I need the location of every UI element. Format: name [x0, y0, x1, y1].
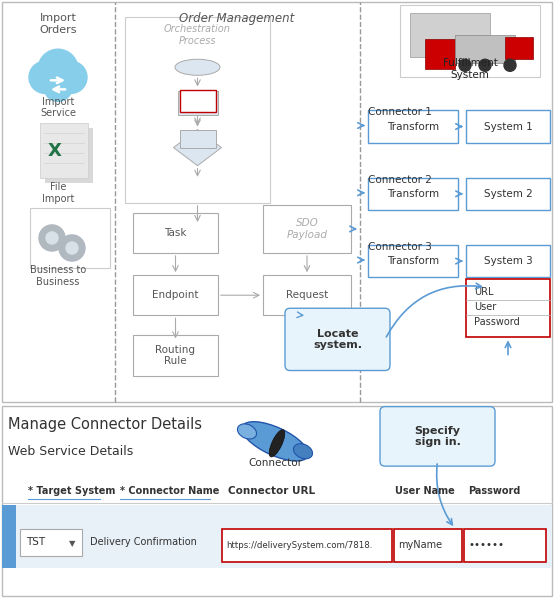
Ellipse shape: [175, 59, 220, 75]
Circle shape: [66, 242, 78, 254]
Text: Password: Password: [474, 318, 520, 327]
Text: System 3: System 3: [484, 256, 532, 266]
FancyBboxPatch shape: [2, 505, 16, 568]
Text: TST: TST: [27, 538, 45, 548]
FancyBboxPatch shape: [466, 178, 550, 210]
Text: Routing
Rule: Routing Rule: [156, 344, 196, 366]
Text: Import
Service: Import Service: [40, 97, 76, 118]
Circle shape: [479, 59, 491, 71]
FancyBboxPatch shape: [222, 529, 392, 562]
Circle shape: [44, 74, 72, 102]
Ellipse shape: [242, 422, 308, 461]
FancyBboxPatch shape: [368, 111, 458, 142]
FancyBboxPatch shape: [263, 275, 351, 315]
Text: * Connector Name: * Connector Name: [120, 486, 219, 496]
Circle shape: [38, 49, 78, 89]
Circle shape: [46, 232, 58, 244]
Text: Web Service Details: Web Service Details: [8, 445, 134, 457]
FancyBboxPatch shape: [179, 130, 216, 148]
Text: System 2: System 2: [484, 189, 532, 199]
Text: Specify
sign in.: Specify sign in.: [414, 426, 460, 447]
FancyBboxPatch shape: [410, 13, 490, 57]
Ellipse shape: [294, 444, 312, 459]
FancyBboxPatch shape: [466, 111, 550, 142]
FancyBboxPatch shape: [30, 208, 110, 268]
Text: Fulfillment
System: Fulfillment System: [443, 59, 497, 80]
Circle shape: [459, 59, 471, 71]
Ellipse shape: [238, 424, 257, 439]
Text: Manage Connector Details: Manage Connector Details: [8, 417, 202, 432]
Text: SDO
Payload: SDO Payload: [286, 218, 327, 240]
Circle shape: [29, 61, 61, 93]
Text: Transform: Transform: [387, 189, 439, 199]
FancyBboxPatch shape: [466, 279, 550, 337]
Ellipse shape: [269, 430, 285, 457]
FancyBboxPatch shape: [125, 17, 270, 203]
Text: ••••••: ••••••: [468, 541, 504, 550]
FancyBboxPatch shape: [20, 529, 82, 556]
FancyBboxPatch shape: [285, 308, 390, 371]
Text: Endpoint: Endpoint: [152, 290, 199, 300]
Text: ▼: ▼: [69, 539, 75, 548]
FancyBboxPatch shape: [368, 178, 458, 210]
FancyBboxPatch shape: [455, 35, 515, 63]
Text: Business to
Business: Business to Business: [30, 266, 86, 287]
Text: Password: Password: [468, 486, 520, 496]
Text: * Target System: * Target System: [28, 486, 115, 496]
Text: Connector 2: Connector 2: [368, 175, 432, 185]
FancyBboxPatch shape: [464, 529, 546, 562]
FancyBboxPatch shape: [177, 91, 218, 115]
Text: Transform: Transform: [387, 121, 439, 132]
Text: Import
Orders: Import Orders: [39, 13, 77, 35]
Polygon shape: [173, 130, 222, 166]
FancyBboxPatch shape: [380, 407, 495, 466]
FancyBboxPatch shape: [466, 245, 550, 277]
FancyBboxPatch shape: [133, 335, 218, 376]
Text: Request: Request: [286, 290, 328, 300]
Text: User Name: User Name: [395, 486, 455, 496]
FancyBboxPatch shape: [505, 37, 533, 59]
Text: System 1: System 1: [484, 121, 532, 132]
FancyBboxPatch shape: [179, 90, 216, 112]
FancyBboxPatch shape: [40, 123, 88, 178]
Text: Transform: Transform: [387, 256, 439, 266]
Text: Connector: Connector: [248, 458, 302, 468]
Circle shape: [55, 61, 87, 93]
FancyBboxPatch shape: [133, 213, 218, 253]
Circle shape: [39, 225, 65, 251]
Circle shape: [59, 235, 85, 261]
FancyBboxPatch shape: [2, 405, 552, 596]
Text: myName: myName: [398, 541, 442, 550]
Text: Connector URL: Connector URL: [228, 486, 315, 496]
Text: URL: URL: [474, 287, 494, 297]
Text: File
Import: File Import: [42, 182, 74, 203]
FancyBboxPatch shape: [2, 2, 552, 402]
Text: Locate
system.: Locate system.: [313, 328, 362, 350]
Circle shape: [504, 59, 516, 71]
Text: X: X: [48, 142, 62, 160]
Text: Orchestration
Process: Orchestration Process: [164, 25, 231, 46]
Text: https://deliverySystem.com/7818.: https://deliverySystem.com/7818.: [226, 541, 372, 550]
Text: User: User: [474, 302, 496, 312]
FancyBboxPatch shape: [400, 5, 540, 77]
Text: Connector 1: Connector 1: [368, 108, 432, 117]
FancyBboxPatch shape: [425, 39, 455, 69]
FancyBboxPatch shape: [2, 505, 552, 568]
Text: Connector 3: Connector 3: [368, 242, 432, 252]
FancyBboxPatch shape: [133, 275, 218, 315]
FancyBboxPatch shape: [368, 245, 458, 277]
Text: Task: Task: [164, 228, 187, 238]
Text: Delivery Confirmation: Delivery Confirmation: [90, 538, 197, 548]
Text: Order Management: Order Management: [179, 11, 295, 25]
FancyBboxPatch shape: [263, 205, 351, 253]
FancyBboxPatch shape: [394, 529, 462, 562]
FancyBboxPatch shape: [45, 127, 93, 183]
